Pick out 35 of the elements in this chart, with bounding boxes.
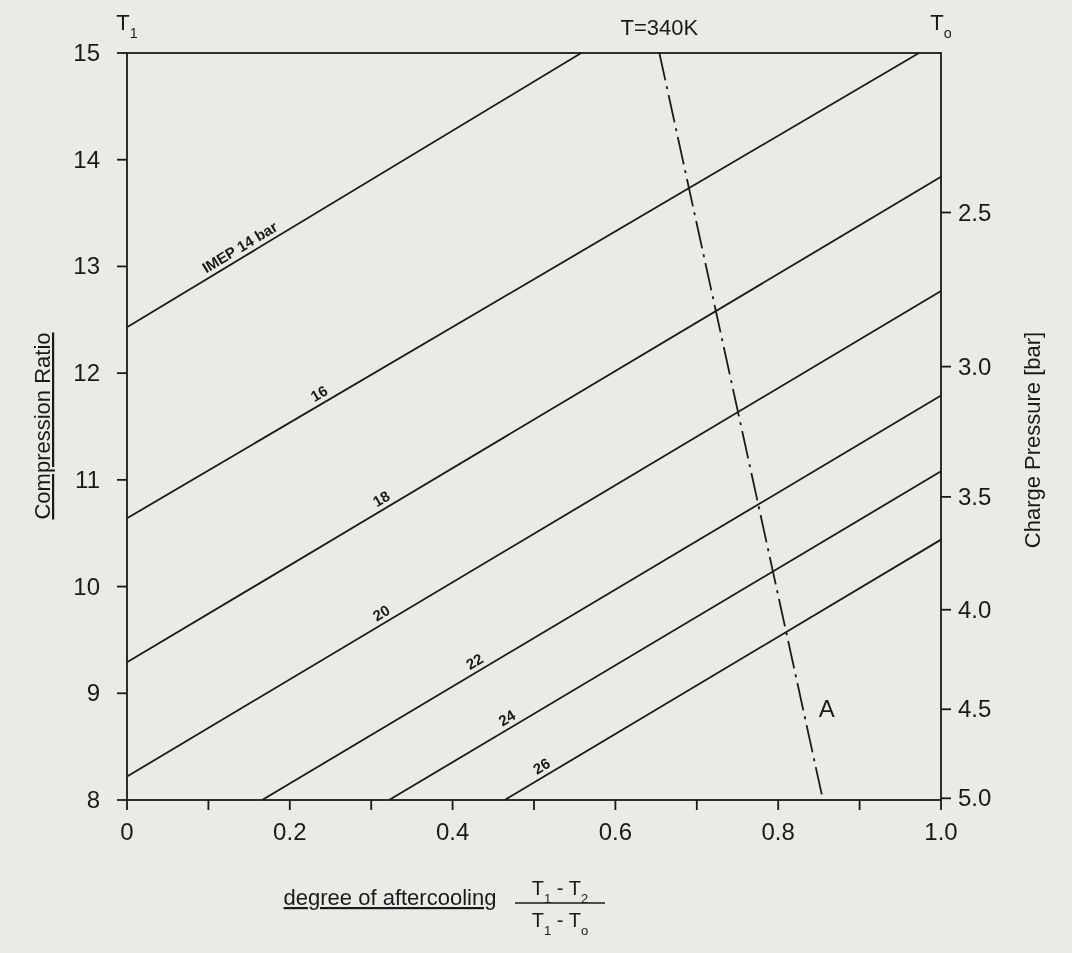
y-tick-label: 14 [73,145,100,173]
y2-tick-label: 4.5 [958,695,992,723]
y2-tick-label: 5.0 [958,784,992,812]
x-tick-label: 0.4 [435,818,470,845]
series-label: T=340K [620,15,699,40]
text: T$_{1}$ [116,10,138,41]
x-tick-label: 1.0 [924,818,958,845]
text: 20 [369,601,393,625]
x-tick-label: 0.8 [761,818,795,845]
y-axis-title: Compression Ratio [30,332,55,520]
y-tick-label: 10 [73,572,100,600]
y2-tick-label: 4.0 [958,595,992,623]
text: 24 [495,705,519,730]
y-tick-label: 15 [73,39,100,66]
text: 26 [529,754,553,778]
x-tick-label: 0 [120,818,134,845]
text: T$_{1}$ - T$_{o}$ [531,909,589,938]
text: 18 [369,486,393,511]
x-tick-label: 0.2 [273,818,307,845]
annotation: A [818,695,835,723]
text: 16 [307,381,331,405]
y2-tick-label: 2.5 [958,198,992,226]
y2-tick-label: 3.5 [958,482,992,510]
text: T$_{1}$ - T$_{2}$ [531,877,589,906]
text: T$_{o}$ [930,10,952,41]
text: 22 [462,649,486,673]
y-tick-label: 9 [86,679,100,707]
y-tick-label: 13 [73,252,100,280]
x-axis-title: degree of aftercooling [283,885,497,910]
y-tick-label: 11 [75,465,100,493]
y-tick-label: 8 [86,786,100,813]
x-tick-label: 0.6 [598,818,633,845]
y2-axis-title: Charge Pressure [bar] [1020,331,1045,549]
y-tick-label: 12 [73,359,100,387]
y2-tick-label: 3.0 [958,352,992,380]
